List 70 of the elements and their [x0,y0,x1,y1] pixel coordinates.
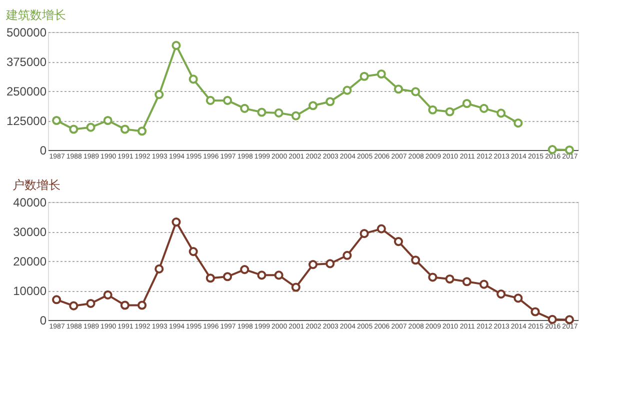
point [172,218,181,227]
y-tick-label: 250000 [6,84,47,98]
point [154,90,164,100]
point [462,277,472,286]
point [120,124,130,134]
point [394,84,404,94]
point [257,108,266,117]
point [86,122,96,132]
point [445,274,454,284]
point [188,74,198,84]
point [188,247,198,256]
point [326,97,335,106]
y-tick-label: 125000 [6,114,47,128]
point [411,87,420,96]
point [154,264,164,274]
point [514,294,523,303]
y-tick-label: 0 [40,314,47,328]
point [52,295,62,304]
point [360,229,369,238]
chart-title: 建筑数增长 [4,8,66,22]
y-tick-label: 0 [40,144,47,158]
point [137,300,147,310]
point [240,265,250,274]
y-tick-label: 375000 [6,55,47,69]
point [274,270,284,280]
point [120,300,130,310]
point [69,301,78,310]
point [530,307,540,316]
point [69,124,78,134]
point [137,126,147,136]
point [428,272,438,282]
point [479,280,489,289]
point [86,298,96,308]
point [222,96,232,105]
chart-title: 户数增长 [12,178,61,192]
point [342,86,352,95]
point [411,256,420,265]
point [52,116,62,126]
point [548,314,557,324]
point [376,69,386,79]
point [360,72,369,81]
point [274,108,284,118]
point [445,107,454,116]
y-tick-label: 10000 [13,284,47,298]
point [103,290,112,300]
point [172,40,181,50]
point [308,101,318,110]
y-tick-label: 500000 [6,26,47,40]
point [291,282,300,292]
point [206,96,215,105]
point [496,108,506,118]
point [496,290,506,299]
y-tick-label: 20000 [13,254,47,268]
point [222,272,232,282]
point [514,118,523,128]
point [462,98,472,108]
point [342,250,352,260]
point [479,104,489,113]
y-tick-label: 40000 [13,196,47,210]
point [428,105,438,114]
point [394,237,404,246]
point [376,224,386,234]
point [257,270,266,280]
point [308,260,318,270]
point [206,274,215,283]
point [240,104,250,113]
point [326,259,335,268]
y-tick-label: 30000 [13,225,47,239]
point [103,116,112,126]
point [291,111,300,120]
